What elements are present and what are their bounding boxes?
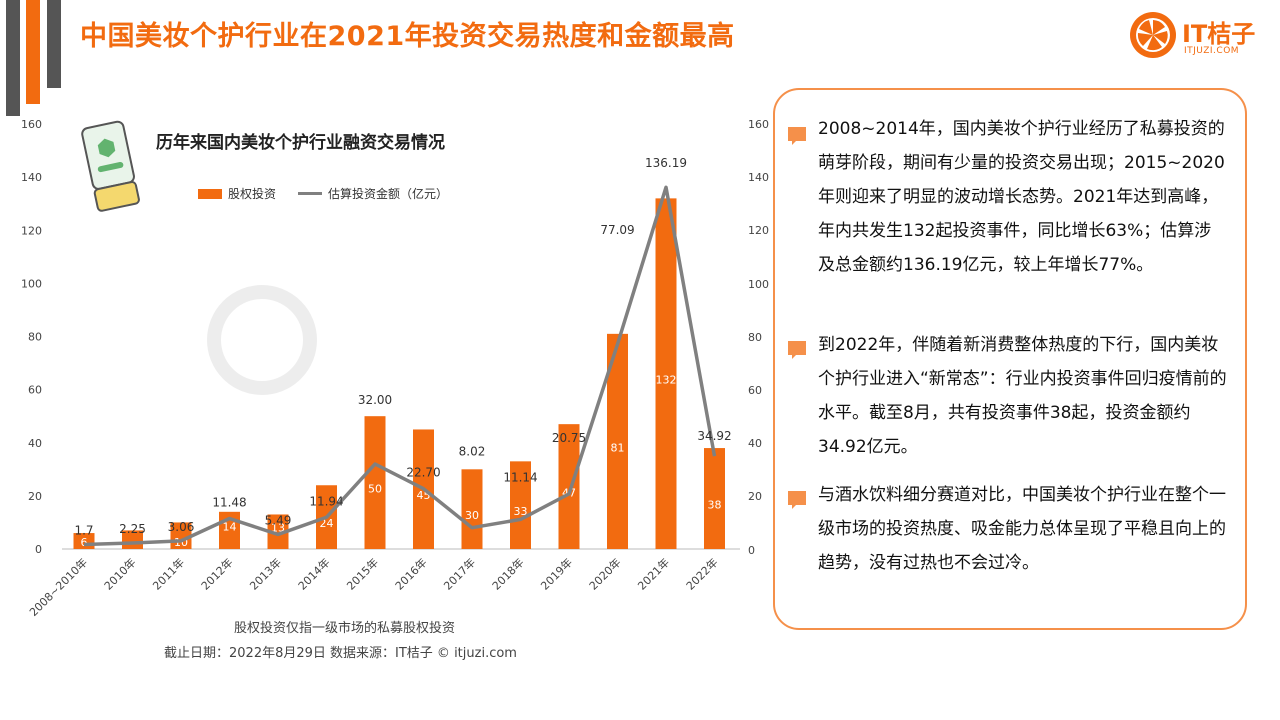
y-tick-label: 20 [28,490,42,503]
line-value-label: 34.92 [697,429,731,443]
bar [267,514,289,549]
x-tick-label: 2020年 [586,555,623,592]
right-axis-tick: 100 [748,277,769,291]
bar [655,198,677,549]
bar-value-label: 14 [223,520,237,533]
x-tick-label: 2019年 [538,555,575,592]
right-axis-tick: 20 [748,490,762,504]
right-axis-tick: 160 [748,118,769,131]
bar-value-label: 81 [611,441,625,454]
logo-subtext: ITJUZI.COM [1184,46,1240,56]
bar [510,461,531,549]
orange-slice-icon [1130,12,1176,58]
x-tick-label: 2017年 [441,555,478,592]
bar-value-label: 33 [514,505,528,518]
x-tick-label: 2015年 [344,555,381,592]
chart-title: 历年来国内美妆个护行业融资交易情况 [156,133,445,153]
y-tick-label: 100 [21,277,42,290]
legend-swatch-bar [198,188,222,199]
right-axis-tick: 80 [748,330,762,344]
bar-value-label: 6 [81,536,88,549]
right-axis-tick: 120 [748,224,769,238]
line-value-label: 136.19 [645,156,687,170]
right-axis-tick: 60 [748,384,762,397]
line-value-label: 2.25 [119,522,146,536]
right-axis-tick: 140 [748,171,769,185]
summary-paragraph-1: 2008~2014年，国内美妆个护行业经历了私募投资的萌芽阶段，期间有少量的投资… [818,119,1225,275]
x-tick-label: 2021年 [635,555,672,592]
legend-label-amount: 估算投资金额（亿元） [328,187,449,201]
right-axis-tick: 40 [748,437,762,451]
bar [607,333,628,549]
legend-item-equity: 股权投资 [198,185,276,202]
line-value-label: 1.7 [74,523,93,537]
legend-swatch-line [298,192,322,195]
y-tick-label: 40 [28,437,42,450]
decor-bar-orange [26,0,40,104]
y-tick-label: 0 [35,543,42,556]
page-title: 中国美妆个护行业在2021年投资交易热度和金额最高 [80,21,735,52]
x-tick-label: 2012年 [198,555,235,592]
line-value-label: 11.14 [503,470,537,484]
decor-bar-gray-1 [6,0,20,116]
line-value-label: 77.09 [600,223,634,237]
line-value-label: 8.02 [459,445,486,459]
speech-bubble-icon [788,127,806,145]
line-value-label: 22.70 [406,466,440,480]
y-tick-label: 80 [28,331,42,344]
cosmetic-tube-icon [81,120,140,212]
logo-text: IT桔子 [1182,20,1256,48]
x-tick-label: 2008~2010年 [26,555,90,619]
decor-bar-gray-2 [47,0,61,88]
amount-line [83,185,717,547]
x-tick-label: 2014年 [295,555,332,592]
speech-bubble-icon [788,341,806,359]
line-value-label: 3.06 [168,520,195,534]
y-tick-label: 160 [21,118,42,131]
summary-panel [773,88,1247,630]
summary-paragraph-3: 与酒水饮料细分赛道对比，中国美妆个护行业在整个一级市场的投资热度、吸金能力总体呈… [818,485,1226,573]
speech-bubble-icon [788,491,806,509]
bar [364,416,386,549]
line-value-label: 20.75 [552,431,586,445]
x-tick-label: 2013年 [247,555,284,592]
line-value-label: 11.94 [309,494,343,508]
brand-logo: IT桔子 ITJUZI.COM [1128,10,1268,62]
line-value-label: 32.00 [358,393,392,407]
y-tick-label: 120 [21,224,42,237]
chart-footnote: 股权投资仅指一级市场的私募股权投资 [234,621,456,636]
x-tick-label: 2011年 [150,555,187,592]
y-tick-label: 60 [28,384,42,397]
watermark [207,285,317,395]
line-value-label: 5.49 [265,513,292,527]
bar [704,448,725,549]
bar-value-label: 38 [708,499,722,512]
x-tick-label: 2022年 [683,555,720,592]
summary-paragraph-2: 到2022年，伴随着新消费整体热度的下行，国内美妆个护行业进入“新常态”：行业内… [818,335,1227,457]
x-tick-label: 2016年 [392,555,429,592]
data-source: 截止日期：2022年8月29日 数据来源：IT桔子 © itjuzi.com [164,646,517,661]
bar [461,469,483,549]
y-tick-label: 140 [21,171,42,184]
legend-label-equity: 股权投资 [228,187,277,201]
bar-value-label: 30 [465,509,479,522]
right-axis-tick: 0 [748,543,755,557]
bar-value-label: 132 [656,374,677,387]
bar-value-label: 50 [368,483,382,496]
x-tick-label: 2010年 [101,555,138,592]
line-value-label: 11.48 [212,496,246,510]
bar [558,424,580,549]
legend-item-amount: 估算投资金额（亿元） [298,185,448,202]
x-tick-label: 2018年 [489,555,526,592]
